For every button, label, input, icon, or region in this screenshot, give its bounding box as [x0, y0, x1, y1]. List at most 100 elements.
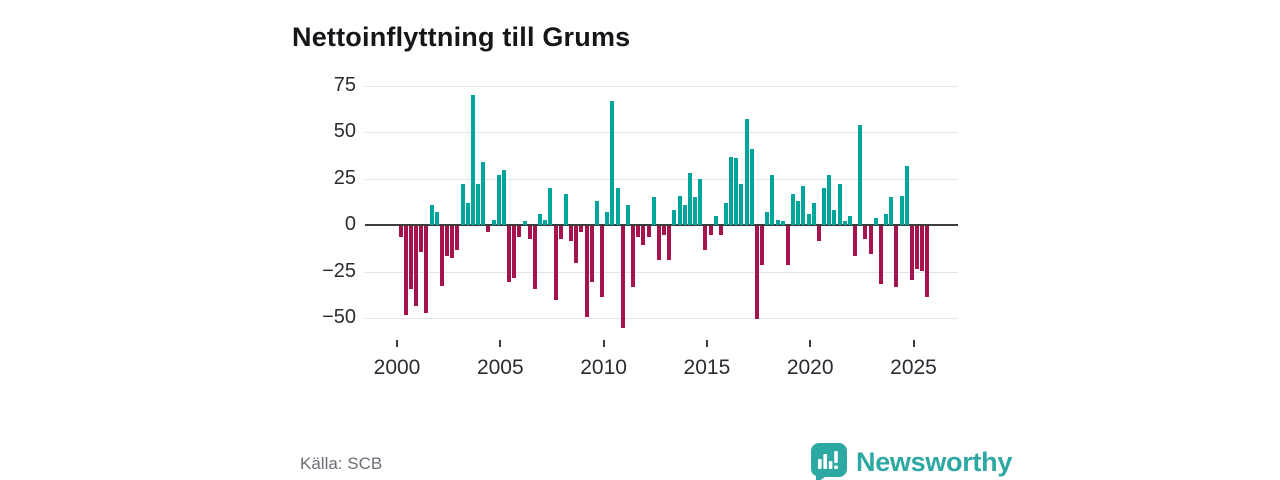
bar	[641, 226, 646, 245]
bar	[801, 186, 806, 226]
bar	[481, 162, 486, 226]
x-tick-label: 2020	[786, 356, 834, 379]
bar	[470, 95, 475, 226]
x-tick-mark	[499, 340, 502, 347]
bar	[501, 169, 506, 226]
bar	[527, 226, 532, 240]
x-tick-label: 2015	[683, 356, 731, 379]
bar	[625, 204, 630, 226]
zero-axis-line	[365, 224, 958, 227]
y-tick-label: 75	[333, 74, 356, 96]
bar	[667, 226, 672, 260]
bar	[687, 173, 692, 226]
bar	[734, 158, 739, 226]
bar	[909, 226, 914, 280]
bar	[729, 156, 734, 226]
bar	[749, 149, 754, 226]
bar	[785, 226, 790, 266]
x-tick-label: 2025	[890, 356, 937, 379]
bar	[569, 226, 574, 242]
bar	[811, 202, 816, 226]
bar	[708, 226, 713, 236]
bar	[899, 195, 904, 226]
bar	[775, 219, 780, 226]
bar	[563, 193, 568, 226]
y-tick-label: −25	[322, 259, 356, 282]
bar	[744, 119, 749, 226]
bar	[445, 226, 450, 256]
x-tick-label: 2010	[580, 356, 627, 379]
bar	[739, 184, 744, 226]
bar	[486, 226, 491, 232]
x-axis: 2000 2005 2010 2015 2020 2025	[365, 340, 958, 390]
bar	[574, 226, 579, 264]
bar	[620, 226, 625, 329]
gridline	[365, 132, 958, 134]
bar	[522, 221, 527, 226]
bar	[496, 175, 501, 226]
bar	[414, 226, 419, 306]
bar	[863, 226, 868, 240]
bar	[600, 226, 605, 297]
bar	[532, 226, 537, 290]
bar	[631, 226, 636, 288]
bar	[517, 226, 522, 238]
bar	[476, 184, 481, 226]
bar	[615, 188, 620, 226]
bar	[837, 184, 842, 226]
newsworthy-logo-text: Newsworthy	[856, 447, 1013, 477]
bar	[610, 100, 615, 226]
bar	[429, 204, 434, 226]
bar	[584, 226, 589, 318]
x-tick-label: 2000	[373, 356, 421, 379]
bar	[791, 193, 796, 226]
bar	[889, 197, 894, 226]
bar	[878, 226, 883, 284]
bar	[780, 221, 785, 226]
bar	[512, 226, 517, 279]
bar	[605, 212, 610, 226]
bar	[816, 226, 821, 242]
bar	[760, 226, 765, 266]
bar	[491, 219, 496, 226]
bar	[465, 202, 470, 226]
y-tick-label: −50	[322, 306, 356, 328]
bar	[822, 188, 827, 226]
newsworthy-logo-icon	[811, 443, 847, 480]
bar	[548, 188, 553, 226]
bar	[765, 212, 770, 226]
bar	[594, 201, 599, 226]
gridline	[365, 178, 958, 180]
bar	[439, 226, 444, 286]
bar	[455, 226, 460, 251]
bar	[646, 226, 651, 238]
chart-plot-area	[365, 80, 958, 350]
bar	[419, 226, 424, 253]
bar	[842, 221, 847, 226]
x-tick-mark	[809, 340, 812, 347]
bar	[827, 175, 832, 226]
bar	[589, 226, 594, 282]
bar	[904, 165, 909, 226]
gridline	[365, 86, 958, 87]
gridline	[365, 271, 958, 273]
bar	[538, 214, 543, 226]
bar	[450, 226, 455, 258]
bar	[408, 226, 413, 290]
bar	[403, 226, 408, 316]
source-note: Källa: SCB	[300, 454, 383, 473]
bar	[398, 226, 403, 238]
x-tick-mark	[912, 340, 915, 347]
y-tick-label: 50	[333, 120, 356, 143]
y-tick-label: 25	[333, 166, 356, 189]
bar	[796, 201, 801, 226]
bar	[698, 178, 703, 226]
bar	[853, 226, 858, 256]
bar	[873, 217, 878, 226]
bar	[718, 226, 723, 236]
bar	[424, 226, 429, 314]
bar	[754, 226, 759, 319]
bar	[579, 226, 584, 232]
bar	[713, 215, 718, 226]
